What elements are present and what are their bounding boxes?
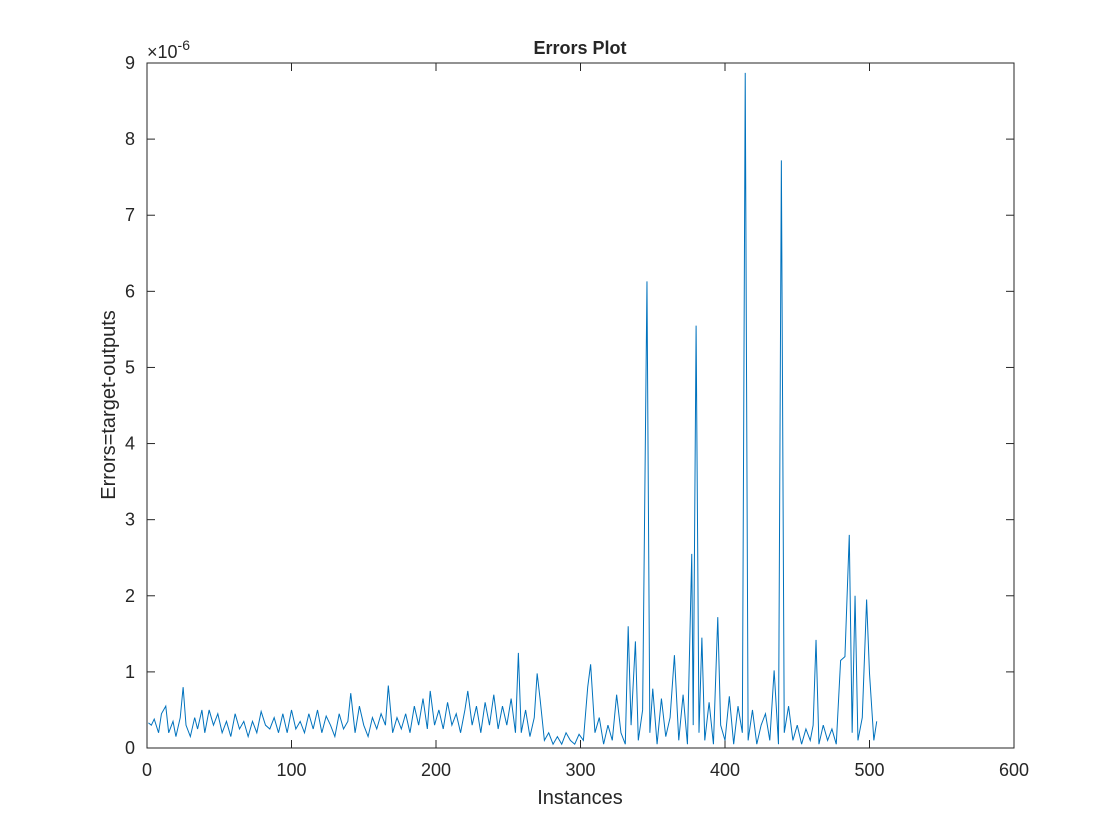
axes-box bbox=[146, 62, 1015, 749]
x-tick-label: 300 bbox=[565, 760, 595, 780]
y-exponent-power: -6 bbox=[178, 37, 191, 53]
x-axis-label: Instances bbox=[537, 787, 623, 809]
x-tick-label: 200 bbox=[421, 760, 451, 780]
y-tick-label: 0 bbox=[125, 738, 135, 758]
y-tick-label: 8 bbox=[125, 129, 135, 149]
y-tick-label: 5 bbox=[125, 357, 135, 377]
y-tick-label: 9 bbox=[125, 53, 135, 73]
x-tick-label: 100 bbox=[276, 760, 306, 780]
y-tick-label: 6 bbox=[125, 281, 135, 301]
y-tick-label: 3 bbox=[125, 510, 135, 530]
y-tick-label: 1 bbox=[125, 662, 135, 682]
y-exponent: ×10-6 bbox=[147, 37, 190, 62]
y-exponent-base: ×10 bbox=[147, 42, 178, 62]
x-tick-label: 400 bbox=[710, 760, 740, 780]
y-tick-label: 2 bbox=[125, 586, 135, 606]
x-tick-label: 0 bbox=[142, 760, 152, 780]
y-tick-label: 7 bbox=[125, 205, 135, 225]
y-axis-label: Errors=target-outputs bbox=[98, 310, 120, 500]
y-tick-label: 4 bbox=[125, 434, 135, 454]
x-tick-label: 600 bbox=[999, 760, 1029, 780]
chart-title: Errors Plot bbox=[533, 38, 626, 58]
data-line bbox=[148, 72, 878, 746]
x-tick-label: 500 bbox=[854, 760, 884, 780]
